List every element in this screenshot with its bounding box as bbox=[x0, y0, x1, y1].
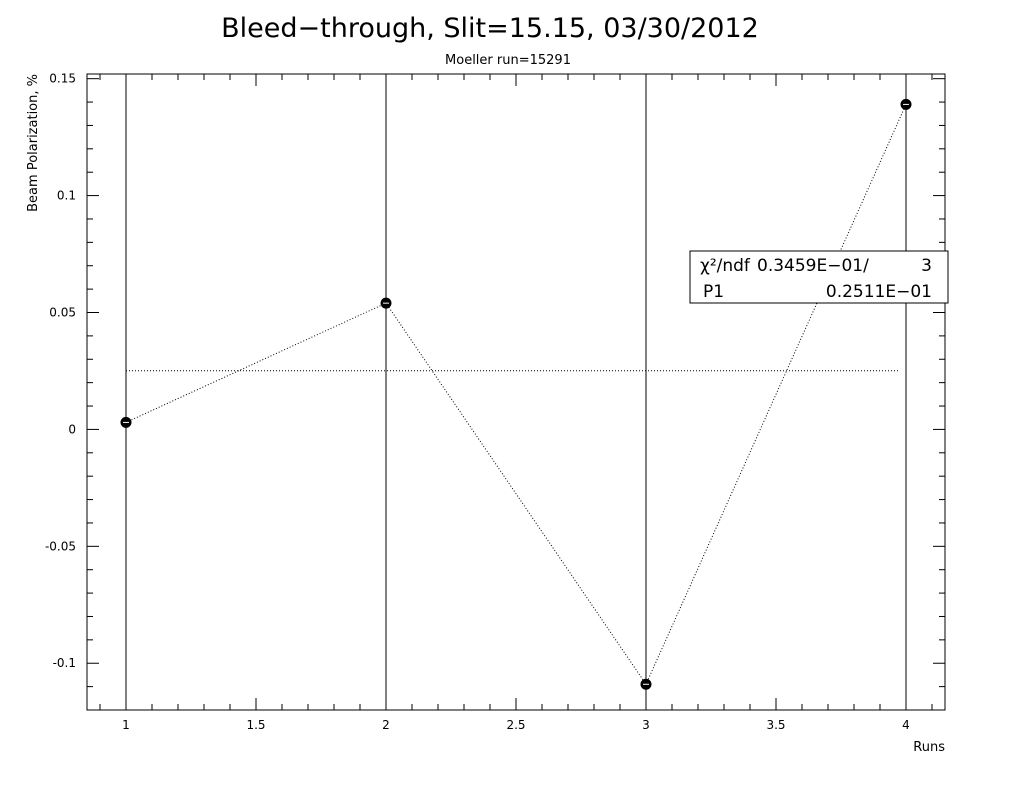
chart-subtitle: Moeller run=15291 bbox=[445, 53, 571, 68]
stats-p1-label: P1 bbox=[703, 282, 724, 302]
x-axis-label: Runs bbox=[913, 740, 945, 755]
series-connector-line bbox=[125, 104, 907, 686]
y-tick-label: 0.1 bbox=[57, 189, 76, 203]
y-tick-label: -0.05 bbox=[45, 539, 76, 553]
y-tick-label: 0 bbox=[68, 422, 76, 436]
stats-ndf-value: 3 bbox=[921, 256, 932, 276]
x-tick-label: 4 bbox=[902, 718, 910, 732]
stats-p1-value: 0.2511E−01 bbox=[826, 282, 932, 302]
stats-chi2-label: χ²/ndf bbox=[700, 256, 751, 276]
plot-frame bbox=[86, 73, 946, 711]
y-tick-label: -0.1 bbox=[53, 656, 76, 670]
y-tick-label: 0.15 bbox=[49, 72, 76, 86]
y-axis-label: Beam Polarization, % bbox=[26, 74, 41, 212]
x-tick-label: 1 bbox=[122, 718, 130, 732]
y-tick-label: 0.05 bbox=[49, 306, 76, 320]
x-tick-label: 3.5 bbox=[766, 718, 785, 732]
x-tick-label: 2 bbox=[382, 718, 390, 732]
x-tick-label: 1.5 bbox=[246, 718, 265, 732]
x-tick-label: 3 bbox=[642, 718, 650, 732]
x-tick-label: 2.5 bbox=[506, 718, 525, 732]
fit-stats-box: χ²/ndf 0.3459E−01/ 3 P1 0.2511E−01 bbox=[689, 250, 949, 304]
stats-chi2-value: 0.3459E−01/ bbox=[757, 256, 869, 276]
plot-area: 1 1.5 2 2.5 3 3.5 4 0.15 0.1 0.05 0 -0.05 -0.1 bbox=[45, 72, 946, 732]
chart-title: Bleed−through, Slit=15.15, 03/30/2012 bbox=[221, 13, 759, 44]
stats-box-frame bbox=[689, 250, 949, 304]
